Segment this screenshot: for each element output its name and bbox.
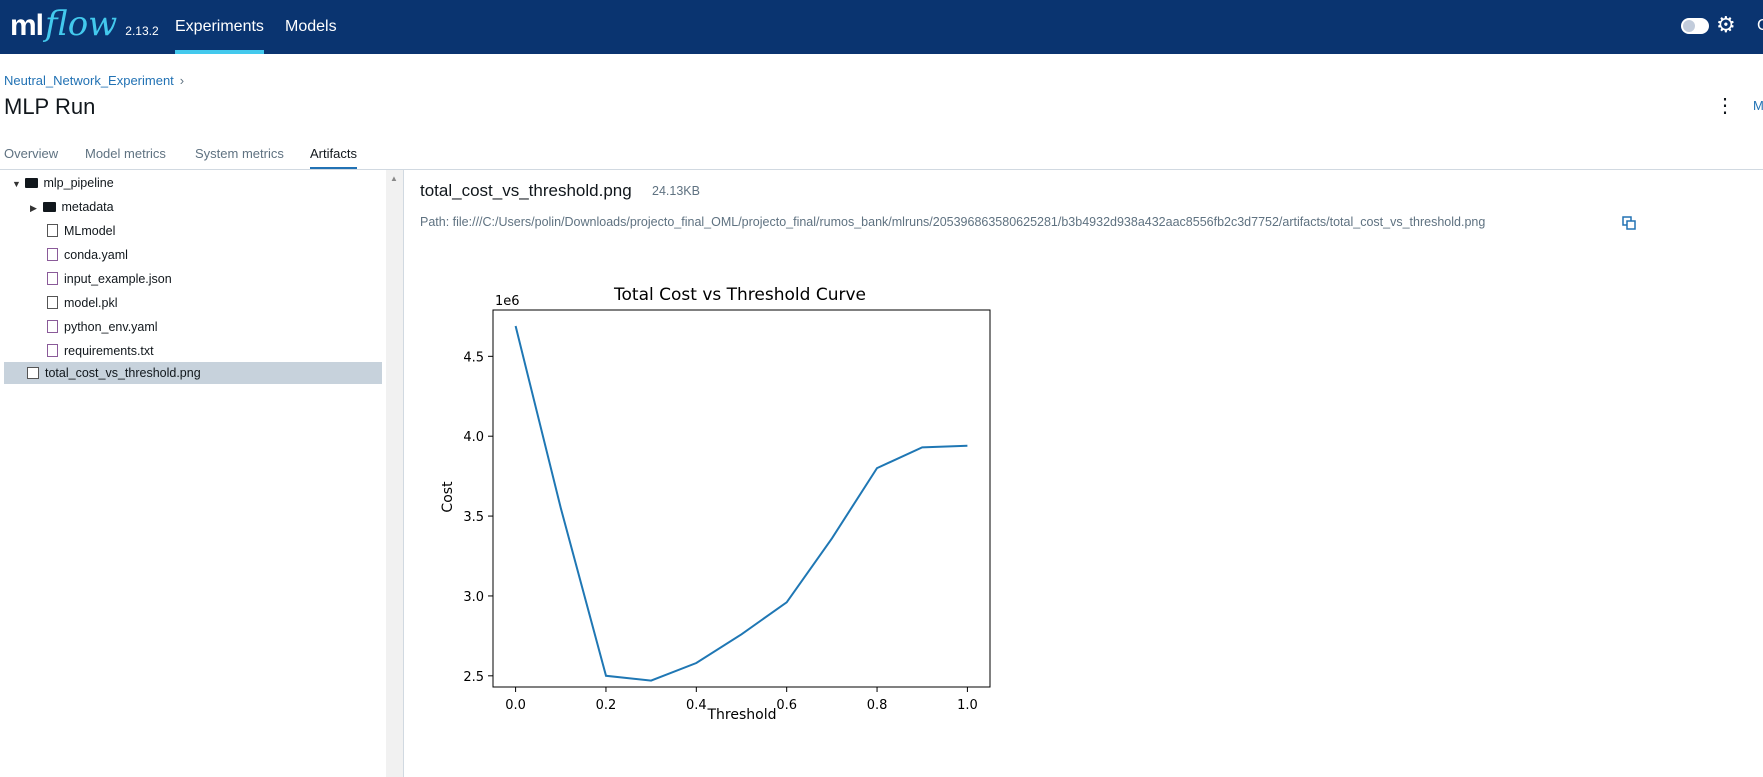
tree-label: model.pkl <box>64 296 118 310</box>
tree-label: python_env.yaml <box>64 320 158 334</box>
artifact-tree: ▼ mlp_pipeline ▶ metadata MLmodel conda.… <box>0 170 386 777</box>
header-edge-text[interactable]: M <box>1753 98 1763 113</box>
x-axis-label: Threshold <box>707 707 777 723</box>
top-nav-bar: ml flow 2.13.2 Experiments Models ⚙ C <box>0 0 1763 54</box>
nav-tab-models[interactable]: Models <box>285 18 337 35</box>
nav-tab-experiments[interactable]: Experiments <box>175 0 264 54</box>
breadcrumb: Neutral_Network_Experiment › <box>4 73 184 88</box>
folder-icon <box>43 202 57 212</box>
x-tick-label: 0.8 <box>867 698 888 713</box>
tree-file-model-pkl[interactable]: model.pkl <box>47 292 118 314</box>
logo-ml-text: ml <box>10 9 44 42</box>
tree-scrollbar[interactable]: ▲ <box>386 170 404 777</box>
x-tick-label: 0.6 <box>776 698 797 713</box>
artifact-path: Path: file:///C:/Users/polin/Downloads/p… <box>420 215 1486 229</box>
tree-file-mlmodel[interactable]: MLmodel <box>47 220 115 242</box>
tree-file-python-env[interactable]: python_env.yaml <box>47 316 158 338</box>
tree-folder-root[interactable]: ▼ mlp_pipeline <box>12 172 114 194</box>
tab-system-metrics[interactable]: System metrics <box>195 146 284 161</box>
tab-model-metrics[interactable]: Model metrics <box>85 146 166 161</box>
image-file-icon <box>27 367 39 379</box>
toggle-knob <box>1683 20 1695 32</box>
tree-file-conda-yaml[interactable]: conda.yaml <box>47 244 128 266</box>
code-file-icon <box>47 320 58 333</box>
x-tick-label: 0.0 <box>505 698 526 713</box>
copy-icon[interactable] <box>1622 216 1636 230</box>
dark-mode-toggle[interactable] <box>1681 18 1709 34</box>
scroll-up-icon[interactable]: ▲ <box>390 174 398 183</box>
breadcrumb-experiment-link[interactable]: Neutral_Network_Experiment <box>4 73 174 88</box>
tree-file-requirements[interactable]: requirements.txt <box>47 340 154 362</box>
chevron-right-icon: › <box>179 73 185 88</box>
logo-flow-text: flow <box>45 4 118 44</box>
tree-label: total_cost_vs_threshold.png <box>45 366 201 380</box>
tree-file-selected-png[interactable]: total_cost_vs_threshold.png <box>4 362 382 384</box>
tab-overview[interactable]: Overview <box>4 146 59 161</box>
tree-label: requirements.txt <box>64 344 154 358</box>
file-icon <box>47 296 58 309</box>
cost-series-line <box>514 325 968 682</box>
run-tabs: Overview Model metrics System metrics Ar… <box>0 146 1763 170</box>
tree-label: input_example.json <box>64 272 172 286</box>
x-tick-label: 0.4 <box>686 698 707 713</box>
tree-folder-metadata[interactable]: ▶ metadata <box>30 196 114 218</box>
tree-file-input-example[interactable]: input_example.json <box>47 268 172 290</box>
x-tick-label: 0.2 <box>596 698 617 713</box>
nav-edge-text[interactable]: C <box>1757 17 1763 34</box>
gear-icon[interactable]: ⚙ <box>1716 12 1736 37</box>
mlflow-logo[interactable]: ml flow 2.13.2 <box>10 4 159 44</box>
version-label: 2.13.2 <box>125 24 159 38</box>
code-file-icon <box>47 344 58 357</box>
code-file-icon <box>47 272 58 285</box>
tree-label: conda.yaml <box>64 248 128 262</box>
tree-label: metadata <box>61 200 114 214</box>
y-tick-label: 3.5 <box>463 510 484 525</box>
plot-frame <box>492 309 991 688</box>
artifact-size: 24.13KB <box>652 184 700 198</box>
more-options-icon[interactable]: ⋮ <box>1715 95 1735 117</box>
y-tick-label: 4.0 <box>463 430 484 445</box>
x-tick-label: 1.0 <box>957 698 978 713</box>
tree-label: MLmodel <box>64 224 116 238</box>
y-offset-label: 1e6 <box>495 294 520 309</box>
tab-artifacts[interactable]: Artifacts <box>310 146 357 169</box>
page-title: MLP Run <box>4 94 96 119</box>
caret-right-icon[interactable]: ▶ <box>30 203 37 213</box>
folder-icon <box>25 178 39 188</box>
artifact-name: total_cost_vs_threshold.png <box>420 181 632 200</box>
tree-label: mlp_pipeline <box>43 176 114 190</box>
file-icon <box>47 224 58 237</box>
code-file-icon <box>47 248 58 261</box>
y-tick-label: 2.5 <box>463 670 484 685</box>
chart-title: Total Cost vs Threshold Curve <box>613 285 866 305</box>
caret-down-icon[interactable]: ▼ <box>12 179 21 189</box>
y-axis-label: Cost <box>440 481 456 513</box>
y-tick-label: 4.5 <box>463 350 484 365</box>
y-tick-label: 3.0 <box>463 590 484 605</box>
cost-threshold-chart: Total Cost vs Threshold Curve 1e6 Thresh… <box>440 285 991 723</box>
